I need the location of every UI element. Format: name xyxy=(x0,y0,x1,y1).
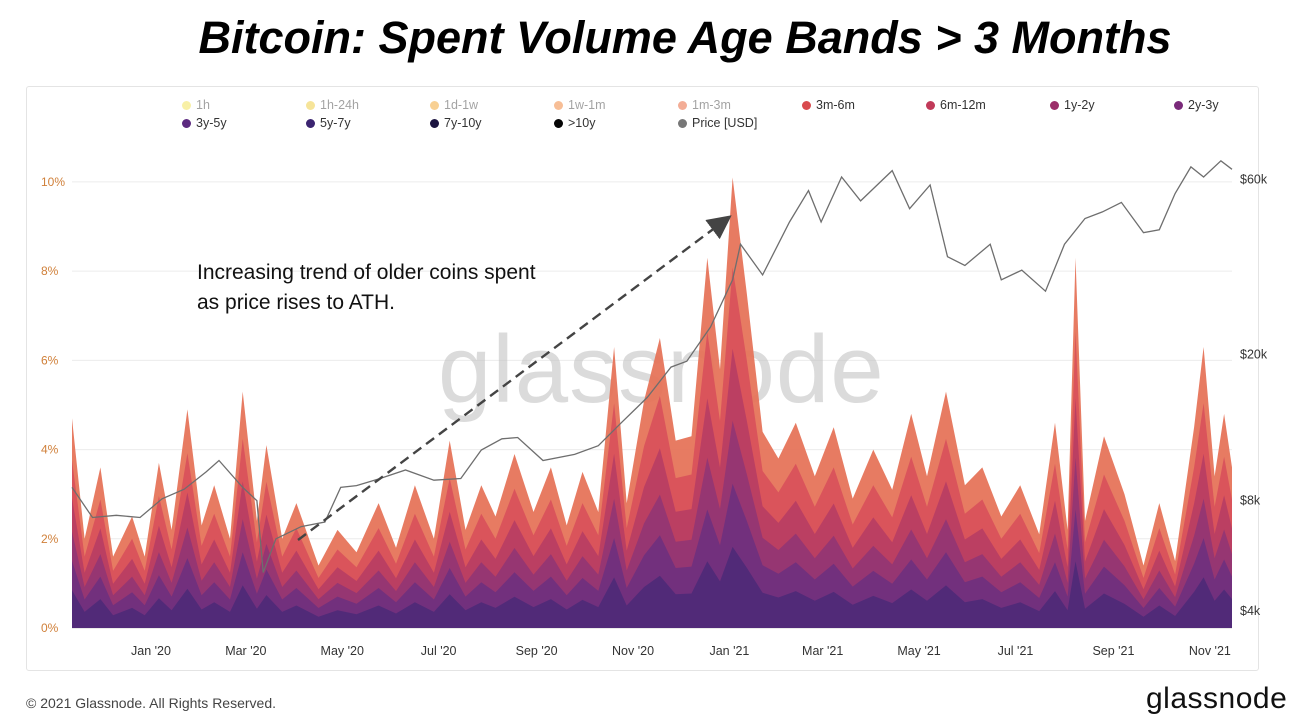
copyright-text: © 2021 Glassnode. All Rights Reserved. xyxy=(26,695,277,711)
legend-item[interactable]: >10y xyxy=(554,116,595,130)
legend-item[interactable]: 6m-12m xyxy=(926,98,986,112)
x-tick-label: Mar '21 xyxy=(802,644,843,658)
x-tick-label: Jul '20 xyxy=(421,644,457,658)
legend-item[interactable]: Price [USD] xyxy=(678,116,757,130)
y-left-tick-label: 8% xyxy=(41,264,59,278)
legend-item[interactable]: 1h-24h xyxy=(306,98,359,112)
legend-label: 1h-24h xyxy=(320,98,359,112)
x-tick-label: Jan '21 xyxy=(709,644,749,658)
y-right-tick-label: $8k xyxy=(1240,494,1261,508)
legend-label: 1m-3m xyxy=(692,98,731,112)
y-right-tick-label: $4k xyxy=(1240,604,1261,618)
y-left-tick-label: 4% xyxy=(41,443,59,457)
legend-dot xyxy=(1174,100,1183,110)
legend-item[interactable]: 5y-7y xyxy=(306,116,351,130)
band-5y-7y xyxy=(72,546,1232,628)
legend-dot xyxy=(1050,100,1059,110)
legend-item[interactable]: 1m-3m xyxy=(678,98,731,112)
y-right-tick-label: $60k xyxy=(1240,173,1268,187)
legend-label: 1w-1m xyxy=(568,98,606,112)
price-line xyxy=(71,159,1233,573)
legend-item[interactable]: 3m-6m xyxy=(802,98,855,112)
legend-dot xyxy=(554,118,563,128)
legend-label: 1d-1w xyxy=(444,98,479,112)
legend-item[interactable]: 1h xyxy=(182,98,210,112)
legend-dot xyxy=(678,100,687,110)
brand-logo: glassnode xyxy=(1146,682,1288,715)
legend-dot xyxy=(306,100,315,110)
left-axis-ticks: 0% 2% 4% 6% 8% 10% xyxy=(41,175,65,635)
y-right-tick-label: $20k xyxy=(1240,348,1268,362)
legend-item[interactable]: 7y-10y xyxy=(430,116,482,130)
chart-legend: 1h 1h-24h 1d-1w 1w-1m 1m-3m 3m-6m 6m-12m 1y-2y 2… xyxy=(182,96,1282,136)
x-tick-label: Jul '21 xyxy=(998,644,1034,658)
x-tick-label: Jan '20 xyxy=(131,644,171,658)
legend-dot xyxy=(926,100,935,110)
x-tick-label: Sep '20 xyxy=(516,644,558,658)
legend-dot xyxy=(678,118,687,128)
legend-dot xyxy=(802,100,811,110)
y-left-tick-label: 2% xyxy=(41,532,59,546)
legend-dot xyxy=(182,118,191,128)
y-left-tick-label: 0% xyxy=(41,621,59,635)
legend-label: 5y-7y xyxy=(320,116,351,130)
legend-item[interactable]: 2y-3y xyxy=(1174,98,1219,112)
legend-dot xyxy=(182,100,191,110)
y-left-tick-label: 10% xyxy=(41,175,65,189)
legend-label: 2y-3y xyxy=(1188,98,1219,112)
price-series xyxy=(71,159,1233,573)
legend-label: 3m-6m xyxy=(816,98,855,112)
legend-label: 1y-2y xyxy=(1064,98,1095,112)
legend-dot xyxy=(430,100,439,110)
legend-label: >10y xyxy=(568,116,596,130)
x-tick-label: Mar '20 xyxy=(225,644,266,658)
x-tick-label: Nov '20 xyxy=(612,644,654,658)
legend-item[interactable]: 1w-1m xyxy=(554,98,606,112)
x-tick-label: May '20 xyxy=(321,644,364,658)
x-axis-ticks: Jan '20 Mar '20 May '20 Jul '20 Sep '20 Nov '… xyxy=(131,644,1231,658)
x-tick-label: May '21 xyxy=(897,644,940,658)
x-tick-label: Sep '21 xyxy=(1092,644,1134,658)
legend-label: 1h xyxy=(196,98,210,112)
legend-dot xyxy=(430,118,439,128)
stacked-age-bands xyxy=(72,177,1232,628)
legend-label: 7y-10y xyxy=(444,116,482,130)
chart-annotation: Increasing trend of older coins spent as… xyxy=(197,261,536,314)
trend-arrow xyxy=(297,215,732,541)
y-left-tick-label: 6% xyxy=(41,353,59,367)
legend-label: 6m-12m xyxy=(940,98,986,112)
legend-item[interactable]: 3y-5y xyxy=(182,116,227,130)
legend-item[interactable]: 1d-1w xyxy=(430,98,478,112)
legend-item[interactable]: 1y-2y xyxy=(1050,98,1095,112)
right-axis-ticks: $4k $8k $20k $60k xyxy=(1240,173,1268,619)
legend-label: Price [USD] xyxy=(692,116,758,130)
legend-dot xyxy=(554,100,563,110)
chart-title: Bitcoin: Spent Volume Age Bands > 3 Mont… xyxy=(198,12,1172,63)
x-tick-label: Nov '21 xyxy=(1189,644,1231,658)
legend-label: 3y-5y xyxy=(196,116,227,130)
legend-dot xyxy=(306,118,315,128)
